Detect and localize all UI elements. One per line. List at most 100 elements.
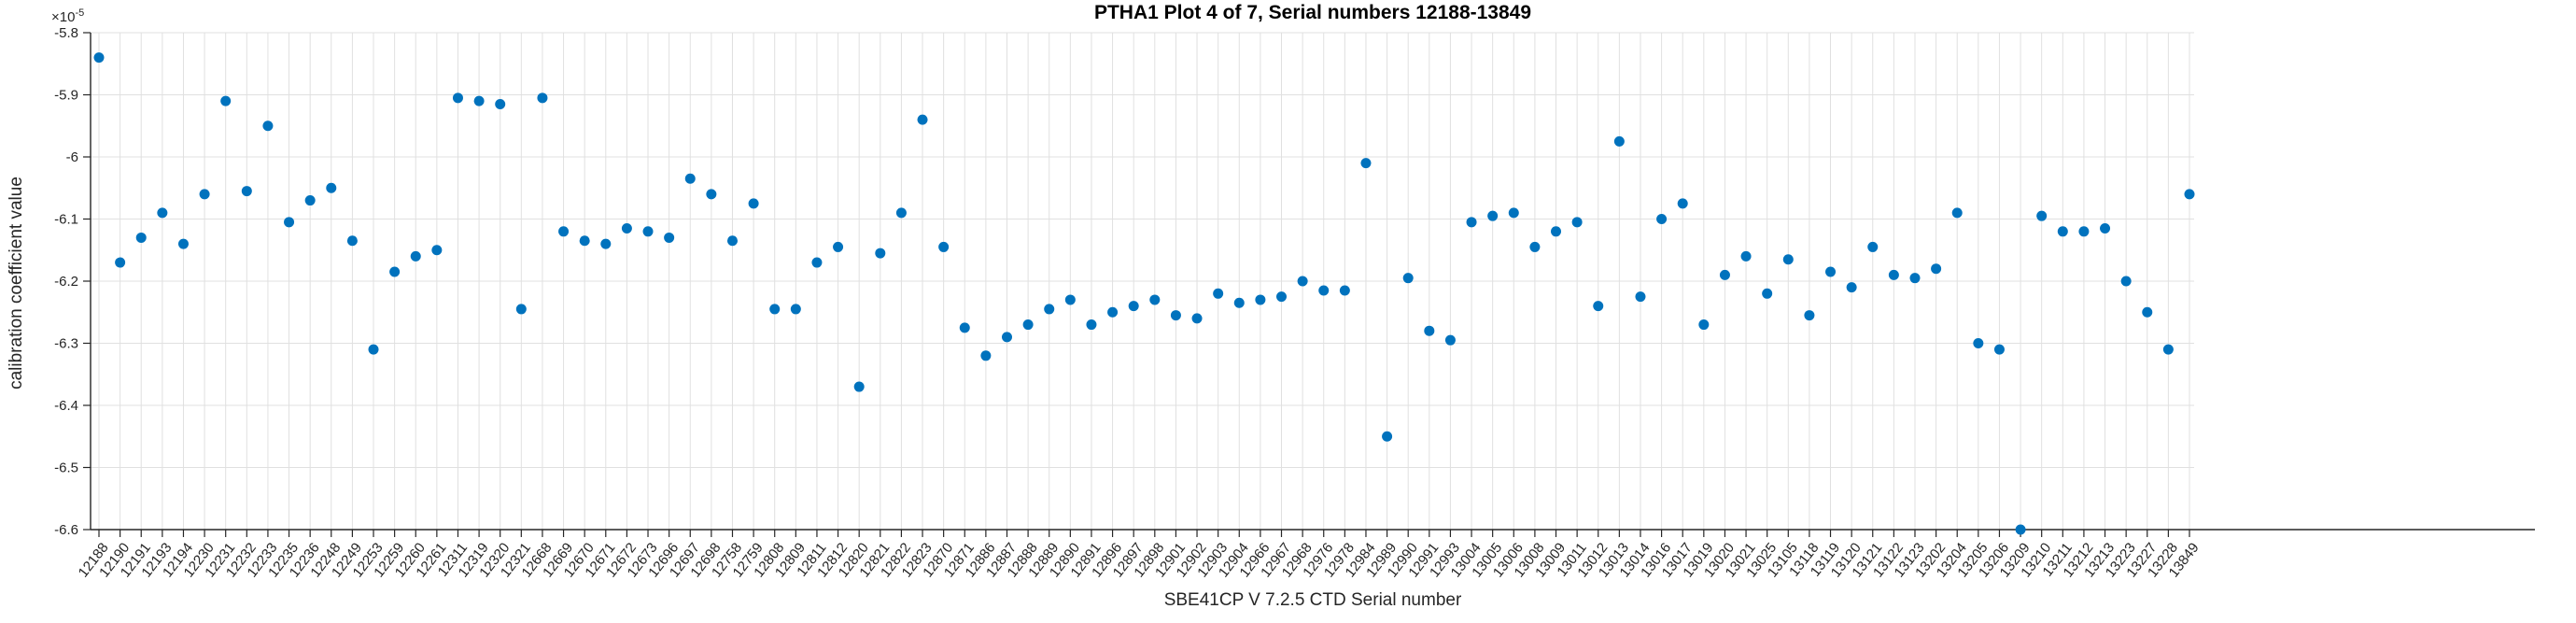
y-tick-label: -6.4 bbox=[54, 398, 78, 414]
data-point bbox=[938, 241, 950, 252]
data-point bbox=[1529, 241, 1541, 252]
data-point bbox=[2015, 524, 2026, 535]
data-point bbox=[1613, 135, 1625, 147]
data-point bbox=[199, 189, 210, 200]
data-point bbox=[1233, 297, 1245, 308]
data-point bbox=[473, 95, 485, 106]
y-tick-label: -6.2 bbox=[54, 274, 78, 290]
data-point bbox=[93, 52, 105, 64]
data-point bbox=[980, 350, 992, 361]
data-point bbox=[664, 232, 675, 243]
data-point bbox=[177, 238, 189, 249]
data-point bbox=[2036, 210, 2048, 221]
data-point bbox=[1993, 344, 2005, 355]
y-tick-label: -6.6 bbox=[54, 522, 78, 538]
data-point bbox=[579, 235, 590, 247]
data-point bbox=[241, 186, 252, 197]
y-tick-label: -6 bbox=[66, 149, 78, 165]
data-point bbox=[811, 257, 823, 268]
data-point bbox=[495, 98, 506, 109]
data-point bbox=[1086, 319, 1097, 331]
data-point bbox=[748, 198, 759, 209]
data-point bbox=[1107, 306, 1119, 318]
data-point bbox=[600, 238, 612, 249]
data-point bbox=[1339, 285, 1350, 296]
data-point bbox=[1804, 310, 1815, 321]
data-point bbox=[368, 344, 379, 355]
data-point bbox=[304, 195, 316, 206]
data-point bbox=[895, 207, 907, 219]
data-point bbox=[1064, 294, 1076, 305]
y-exponent-power: -5 bbox=[75, 7, 85, 19]
data-point bbox=[346, 235, 358, 247]
data-point bbox=[1128, 301, 1139, 312]
data-point bbox=[1508, 207, 1519, 219]
data-point bbox=[220, 95, 232, 106]
data-point bbox=[1044, 304, 1055, 315]
data-point bbox=[2078, 226, 2090, 237]
data-point bbox=[2162, 344, 2174, 355]
data-point bbox=[1402, 273, 1414, 284]
data-point bbox=[769, 304, 781, 315]
data-point bbox=[1191, 313, 1203, 324]
data-point bbox=[410, 250, 421, 262]
data-point bbox=[790, 304, 801, 315]
data-point bbox=[389, 266, 401, 277]
y-tick-label: -6.5 bbox=[54, 460, 78, 476]
data-point bbox=[1698, 319, 1710, 331]
data-point bbox=[431, 245, 443, 256]
data-point bbox=[1022, 319, 1034, 331]
data-point bbox=[1149, 294, 1161, 305]
data-point bbox=[1382, 431, 1393, 442]
data-point bbox=[959, 322, 970, 333]
data-point bbox=[326, 182, 337, 193]
data-point bbox=[853, 381, 865, 392]
data-point bbox=[2100, 222, 2111, 234]
data-point bbox=[1867, 241, 1879, 252]
data-point bbox=[537, 92, 548, 104]
data-point bbox=[1593, 301, 1604, 312]
data-point bbox=[452, 92, 463, 104]
data-point bbox=[115, 257, 126, 268]
data-point bbox=[1466, 217, 1477, 228]
x-ticks: 1218812190121911219312194122301223112232… bbox=[76, 530, 2203, 580]
data-point bbox=[642, 226, 654, 237]
data-point bbox=[726, 235, 738, 247]
data-point bbox=[621, 222, 632, 234]
y-exponent-base: ×10 bbox=[51, 9, 76, 25]
data-point bbox=[875, 248, 886, 259]
data-point bbox=[1762, 288, 1773, 299]
data-point bbox=[1213, 288, 1224, 299]
y-gridlines bbox=[91, 32, 2194, 468]
data-point bbox=[2057, 226, 2068, 237]
data-point bbox=[1677, 198, 1688, 209]
y-ticks: -5.8 -5.9 -6 -6.1 -6.2 -6.3 -6.4 -6.5 -6.6 bbox=[54, 25, 91, 538]
data-point bbox=[1951, 207, 1963, 219]
data-point bbox=[1255, 294, 1266, 305]
data-points bbox=[93, 52, 2195, 535]
y-tick-label: -6.1 bbox=[54, 212, 78, 228]
data-point bbox=[1740, 250, 1752, 262]
data-point bbox=[1931, 263, 1942, 275]
y-tick-label: -6.3 bbox=[54, 336, 78, 352]
data-point bbox=[558, 226, 570, 237]
data-point bbox=[262, 120, 274, 132]
data-point bbox=[917, 114, 928, 125]
data-point bbox=[706, 189, 717, 200]
data-point bbox=[684, 173, 696, 184]
data-point bbox=[833, 241, 844, 252]
data-point bbox=[1487, 210, 1499, 221]
chart-title: PTHA1 Plot 4 of 7, Serial numbers 12188-… bbox=[1093, 2, 1532, 23]
data-point bbox=[1909, 273, 1921, 284]
data-point bbox=[1276, 291, 1288, 303]
data-point bbox=[1719, 269, 1730, 280]
x-axis-label: SBE41CP V 7.2.5 CTD Serial number bbox=[1163, 590, 1462, 610]
data-point bbox=[2120, 276, 2132, 287]
data-point bbox=[1001, 332, 1012, 343]
data-point bbox=[1444, 334, 1456, 346]
data-point bbox=[1888, 269, 1899, 280]
data-point bbox=[1551, 226, 1562, 237]
data-point bbox=[1825, 266, 1837, 277]
data-point bbox=[515, 304, 527, 315]
